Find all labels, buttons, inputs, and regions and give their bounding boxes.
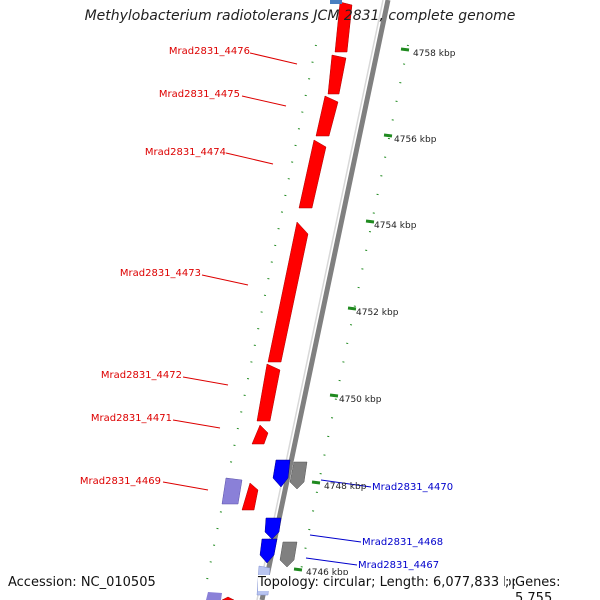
feature-gray-1[interactable] <box>289 461 308 490</box>
gene-top-blue[interactable] <box>330 0 342 4</box>
gene-arrow-4475[interactable] <box>327 54 347 95</box>
gene-label[interactable]: Mrad2831_4472 <box>101 370 182 381</box>
tick-label-4758: 4758 kbp <box>413 49 456 59</box>
gene-arrow-4468[interactable] <box>264 517 282 540</box>
feature-purple-1[interactable] <box>221 477 243 505</box>
gene-arrow-4467[interactable] <box>259 538 278 564</box>
gene-label[interactable]: Mrad2831_4475 <box>159 89 240 100</box>
gene-arrow-bottom[interactable] <box>221 596 235 600</box>
tick-label-4756: 4756 kbp <box>394 135 437 145</box>
accession-text: Accession: NC_010505 <box>8 575 156 591</box>
gene-label[interactable]: Mrad2831_4469 <box>80 476 161 487</box>
gene-arrow-4470[interactable] <box>272 459 291 488</box>
gene-arrow-4469[interactable] <box>251 424 269 445</box>
backbone <box>256 0 391 600</box>
topology-text: Topology: circular; Length: 6,077,833 bp <box>258 575 520 591</box>
feature-gray-2[interactable] <box>279 541 298 568</box>
other-features <box>279 461 308 568</box>
scale-tick-labels: 4758 kbp 4756 kbp 4754 kbp 4752 kbp 4750… <box>306 49 456 578</box>
left-leader-lines <box>162 52 298 491</box>
gene-label[interactable]: Mrad2831_4471 <box>91 413 172 424</box>
tick-label-4752: 4752 kbp <box>356 308 399 318</box>
gene-arrow-4472[interactable] <box>267 221 309 363</box>
right-gene-labels: Mrad2831_4470 Mrad2831_4468 Mrad2831_446… <box>358 482 453 571</box>
left-gene-labels: Mrad2831_4476 Mrad2831_4475 Mrad2831_447… <box>80 46 250 487</box>
reverse-genes <box>259 459 291 564</box>
feature-purple-2[interactable] <box>206 592 222 600</box>
scale-tick-marks <box>293 47 410 572</box>
right-leader-lines <box>305 479 372 566</box>
gene-label[interactable]: Mrad2831_4470 <box>372 482 453 493</box>
tick-label-4748: 4748 kbp <box>324 482 367 492</box>
gene-arrow-4469b[interactable] <box>241 482 259 511</box>
backbone-line-inner <box>256 0 384 600</box>
gene-count-text: Genes: 5,755 <box>515 575 600 600</box>
gene-label[interactable]: Mrad2831_4467 <box>358 560 439 571</box>
gene-arrow-4474[interactable] <box>315 95 339 137</box>
gene-arrow-4473[interactable] <box>298 139 327 209</box>
footer-separator: ; <box>505 575 510 591</box>
backbone-line-outer <box>259 0 391 600</box>
gene-label[interactable]: Mrad2831_4476 <box>169 46 250 57</box>
gene-arrow-4476[interactable] <box>334 1 353 53</box>
forward-genes <box>221 1 353 600</box>
tick-label-4750: 4750 kbp <box>339 395 382 405</box>
tick-label-4746: 4746 kbp <box>306 568 349 578</box>
map-title: Methylobacterium radiotolerans JCM 2831,… <box>84 8 516 24</box>
gene-label[interactable]: Mrad2831_4474 <box>145 147 226 158</box>
tick-label-4754: 4754 kbp <box>374 221 417 231</box>
gene-label[interactable]: Mrad2831_4473 <box>120 268 201 279</box>
gene-label[interactable]: Mrad2831_4468 <box>362 537 443 548</box>
gene-arrow-4471[interactable] <box>256 363 281 422</box>
